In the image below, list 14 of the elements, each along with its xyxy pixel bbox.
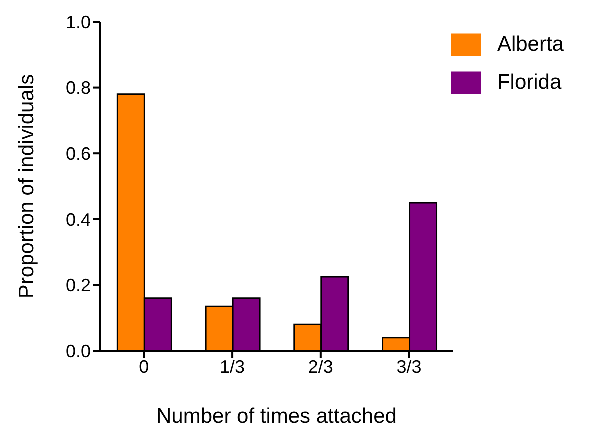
legend-label: Alberta <box>497 33 564 56</box>
y-tick-label: 0.4 <box>66 210 91 230</box>
y-tick-label: 0.6 <box>66 144 91 164</box>
x-tick-label: 2/3 <box>308 356 334 377</box>
y-tick-label: 1.0 <box>66 12 91 32</box>
y-tick-label: 0.8 <box>66 78 91 98</box>
legend-label: Florida <box>497 71 562 94</box>
x-axis-title: Number of times attached <box>156 405 397 428</box>
y-tick-label: 0.2 <box>66 276 91 296</box>
y-tick-label: 0.0 <box>66 341 91 362</box>
y-axis-title: Proportion of individuals <box>15 74 38 299</box>
x-tick-label: 1/3 <box>220 356 246 377</box>
x-tick-label: 0 <box>139 356 150 377</box>
x-tick-label: 3/3 <box>396 356 422 377</box>
